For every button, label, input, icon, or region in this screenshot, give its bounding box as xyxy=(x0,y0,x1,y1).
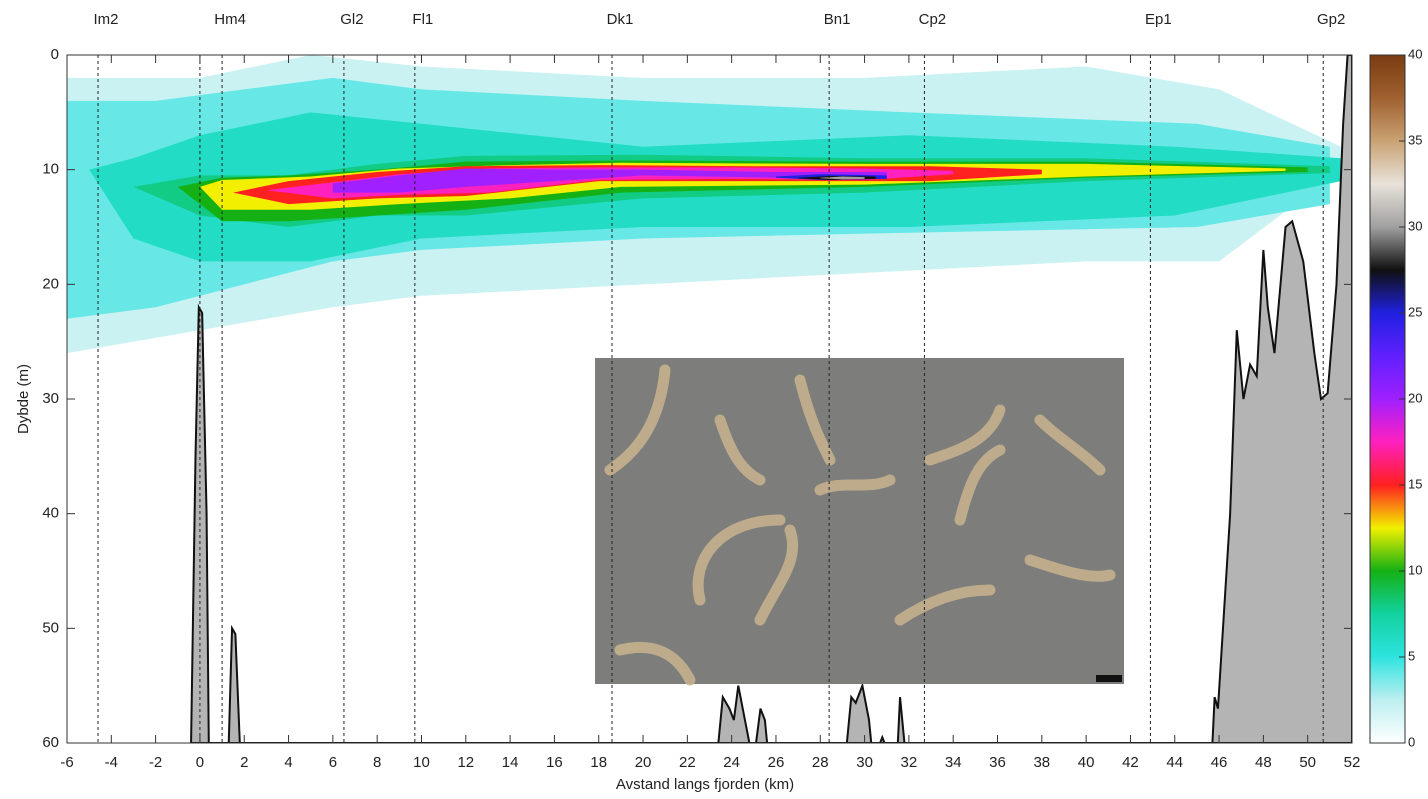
x-tick-label: 16 xyxy=(546,754,563,771)
station-label: Ep1 xyxy=(1145,11,1172,28)
x-tick-label: 22 xyxy=(679,754,696,771)
x-tick-label: 14 xyxy=(502,754,519,771)
contour-band xyxy=(820,176,865,180)
station-label: Dk1 xyxy=(607,11,634,28)
y-tick-label: 10 xyxy=(42,161,59,178)
x-tick-label: -6 xyxy=(60,754,73,771)
axes: Im2 Hm4 Gl2 Fl1 Dk1 Bn1 Cp2 Ep1 Gp2-6 -4 -2 0 2 4 6 8 10… xyxy=(42,11,1360,771)
colorbar-tick-label: 20 xyxy=(1408,390,1422,405)
y-tick-label: 50 xyxy=(42,619,59,636)
x-tick-label: 52 xyxy=(1344,754,1361,771)
y-tick-label: 60 xyxy=(42,734,59,751)
scale-bar xyxy=(1096,675,1122,682)
colorbar-tick-label: 35 xyxy=(1408,132,1422,147)
y-tick-label: 0 xyxy=(51,46,59,63)
x-tick-label: 44 xyxy=(1166,754,1183,771)
contour-band xyxy=(332,168,887,193)
x-tick-label: 28 xyxy=(812,754,829,771)
colorbar-tick-label: 15 xyxy=(1408,476,1422,491)
x-tick-label: 6 xyxy=(329,754,337,771)
station-label: Gp2 xyxy=(1317,11,1345,28)
colorbar-tick-label: 10 xyxy=(1408,562,1422,577)
x-tick-label: 34 xyxy=(945,754,962,771)
y-axis-label: Dybde (m) xyxy=(15,364,32,434)
inset-photo xyxy=(595,358,1124,686)
photo-background xyxy=(595,358,1124,684)
colorbar-tick-label: 25 xyxy=(1408,304,1422,319)
photo-cells xyxy=(604,364,1116,686)
x-tick-label: 26 xyxy=(768,754,785,771)
x-tick-label: 12 xyxy=(457,754,474,771)
x-tick-label: 46 xyxy=(1211,754,1228,771)
x-axis-label: Avstand langs fjorden (km) xyxy=(616,776,794,793)
x-tick-label: 38 xyxy=(1033,754,1050,771)
y-tick-label: 40 xyxy=(42,505,59,522)
station-label: Hm4 xyxy=(214,11,246,28)
x-tick-label: -2 xyxy=(149,754,162,771)
x-tick-label: 40 xyxy=(1078,754,1095,771)
x-tick-label: 10 xyxy=(413,754,430,771)
x-tick-label: 30 xyxy=(856,754,873,771)
y-tick-label: 20 xyxy=(42,275,59,292)
x-tick-label: 8 xyxy=(373,754,381,771)
station-label: Fl1 xyxy=(412,11,433,28)
contour-field xyxy=(67,55,1352,743)
x-tick-label: 48 xyxy=(1255,754,1272,771)
x-tick-label: 42 xyxy=(1122,754,1139,771)
y-tick-label: 30 xyxy=(42,390,59,407)
x-tick-label: 4 xyxy=(284,754,292,771)
bathymetry xyxy=(190,55,1352,743)
x-tick-label: 2 xyxy=(240,754,248,771)
x-tick-label: 18 xyxy=(590,754,607,771)
colorbar-tick-label: 5 xyxy=(1408,648,1415,663)
station-label: Im2 xyxy=(94,11,119,28)
x-tick-label: 0 xyxy=(196,754,204,771)
colorbar-tick-label: 40 xyxy=(1408,46,1422,61)
x-tick-label: 36 xyxy=(989,754,1006,771)
station-label: Cp2 xyxy=(919,11,947,28)
x-tick-label: 20 xyxy=(635,754,652,771)
station-label: Gl2 xyxy=(340,11,363,28)
x-tick-label: 32 xyxy=(901,754,918,771)
x-tick-label: 24 xyxy=(723,754,740,771)
colorbar-tick-label: 30 xyxy=(1408,218,1422,233)
station-label: Bn1 xyxy=(824,11,851,28)
x-tick-label: 50 xyxy=(1299,754,1316,771)
colorbar-tick-label: 0 xyxy=(1408,734,1415,749)
x-tick-label: -4 xyxy=(105,754,118,771)
